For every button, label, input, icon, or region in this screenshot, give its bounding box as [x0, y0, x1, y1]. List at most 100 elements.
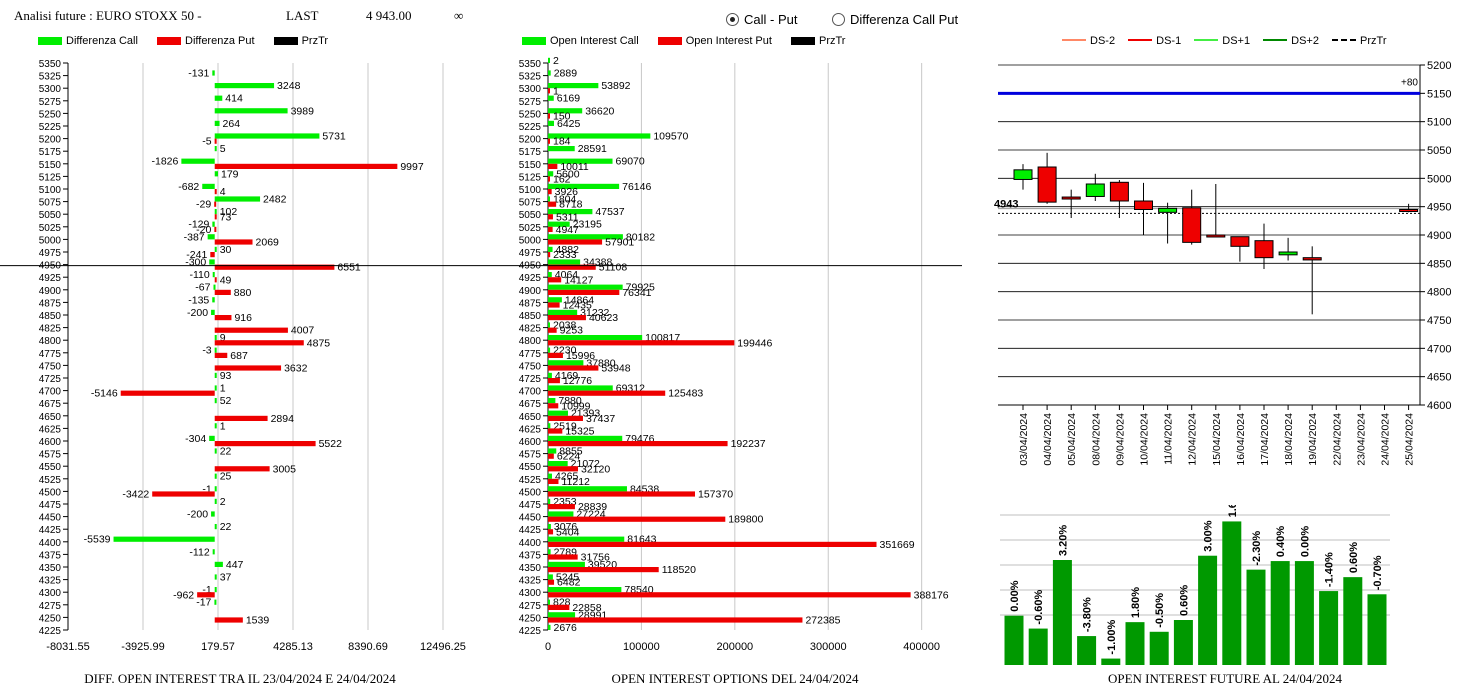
strike-label: 5200 [519, 135, 542, 146]
date-label: 05/04/2024 [1066, 413, 1078, 466]
radio-differenza[interactable]: Differenza Call Put [832, 12, 958, 27]
x-tick-label: 300000 [810, 641, 847, 653]
oi-future-bar [1319, 591, 1339, 665]
oi-future-bar [1149, 631, 1169, 665]
oi-future-label: 3.20% [1057, 525, 1069, 556]
call-value-label: 80182 [626, 231, 655, 243]
strike-label: 4825 [519, 324, 542, 335]
strike-label: 5175 [39, 147, 62, 158]
put-bar [548, 277, 562, 283]
strike-label: 4850 [39, 311, 62, 322]
put-bar [120, 390, 215, 396]
put-bar [548, 252, 551, 258]
call-value-label: 31232 [580, 307, 609, 319]
legend-label: PrzTr [819, 35, 846, 47]
put-value-label: 40623 [589, 312, 618, 324]
date-label: 16/04/2024 [1235, 413, 1247, 466]
oi-future-label: 1.80% [1130, 587, 1142, 618]
call-bar [548, 95, 554, 101]
put-bar [214, 365, 282, 371]
call-value-label: 5600 [556, 168, 580, 180]
put-value-label: 184 [553, 136, 571, 148]
call-bar [209, 259, 215, 265]
strike-label: 4500 [519, 487, 542, 498]
put-bar [548, 264, 596, 270]
call-bar [214, 120, 220, 126]
strike-label: 4875 [39, 298, 62, 309]
call-bar [548, 322, 550, 328]
strike-label: 4875 [519, 298, 542, 309]
strike-label: 5050 [39, 210, 62, 221]
strike-label: 5250 [519, 109, 542, 120]
call-bar [212, 272, 215, 278]
legend-line-ds-1 [1128, 39, 1153, 41]
radio-unselected-icon[interactable] [832, 13, 845, 26]
put-value-label: 12435 [563, 300, 592, 312]
oi-future-bar [1198, 555, 1218, 665]
call-bar [209, 435, 215, 441]
caption-oi: OPEN INTEREST OPTIONS DEL 24/04/2024 [611, 671, 859, 686]
call-value-label: 4882 [556, 244, 580, 256]
strike-label: 5125 [39, 172, 62, 183]
strike-label: 4675 [39, 399, 62, 410]
strike-label: 5100 [519, 185, 542, 196]
call-value-label: 447 [226, 559, 244, 571]
put-value-label: 4 [220, 186, 226, 198]
strike-label: 5150 [39, 160, 62, 171]
call-bar [214, 347, 217, 353]
put-bar [214, 617, 243, 623]
put-value-label: -5 [202, 136, 211, 148]
call-value-label: 22 [220, 521, 232, 533]
date-label: 23/04/2024 [1355, 413, 1367, 466]
put-value-label: 880 [234, 287, 252, 299]
put-value-label: -241 [186, 249, 207, 261]
radio-call-put[interactable]: Call - Put [726, 12, 797, 27]
put-value-label: 76341 [622, 287, 651, 299]
oi-future-label: 0.60% [1348, 542, 1360, 573]
call-bar [548, 246, 553, 252]
oi-future-bar [1125, 622, 1145, 665]
put-bar [548, 453, 554, 459]
strike-label: 4550 [519, 462, 542, 473]
legend-oi: Open Interest Call Open Interest Put Prz… [522, 35, 861, 47]
y-tick-label: 5100 [1427, 117, 1451, 129]
call-bar [214, 246, 217, 252]
put-value-label: -5146 [91, 388, 118, 400]
radio-selected-icon[interactable] [726, 13, 739, 26]
call-value-label: -300 [185, 257, 206, 269]
x-tick-label: 400000 [903, 641, 940, 653]
put-bar [214, 327, 288, 333]
put-value-label: 15325 [565, 426, 594, 438]
strike-label: 4600 [39, 437, 62, 448]
oi-future-label: 0.00% [1009, 580, 1021, 611]
put-bar [548, 189, 552, 195]
strike-label: 4375 [519, 550, 542, 561]
candle-body [1013, 169, 1033, 180]
call-bar [548, 309, 578, 315]
call-bar [212, 549, 215, 555]
put-bar [214, 289, 231, 295]
oi-future-label: 1.60% [1227, 505, 1239, 517]
strike-label: 4700 [519, 387, 542, 398]
call-value-label: -1 [202, 483, 211, 495]
strike-label: 4500 [39, 487, 62, 498]
candle-body [1109, 181, 1129, 202]
put-bar [548, 504, 575, 510]
put-value-label: -3422 [122, 489, 149, 501]
put-value-label: 5404 [556, 526, 580, 538]
put-bar [548, 289, 620, 295]
call-value-label: 52 [220, 395, 232, 407]
put-value-label: -29 [196, 199, 211, 211]
call-bar [214, 83, 275, 89]
blue-level-label: +80 [1401, 77, 1418, 88]
call-bar [548, 57, 550, 63]
put-value-label: 388176 [914, 589, 949, 601]
call-value-label: 30 [220, 244, 232, 256]
y-tick-label: 4850 [1427, 258, 1451, 270]
strike-label: 4625 [519, 424, 542, 435]
put-bar [214, 277, 217, 283]
call-bar [548, 146, 575, 152]
future-candlestick-chart: 4600 4650 4700 4750 4800 4850 4900 4950 5000 5050… [994, 60, 1451, 466]
y-tick-label: 5000 [1427, 173, 1451, 185]
call-value-label: 9 [220, 332, 226, 344]
